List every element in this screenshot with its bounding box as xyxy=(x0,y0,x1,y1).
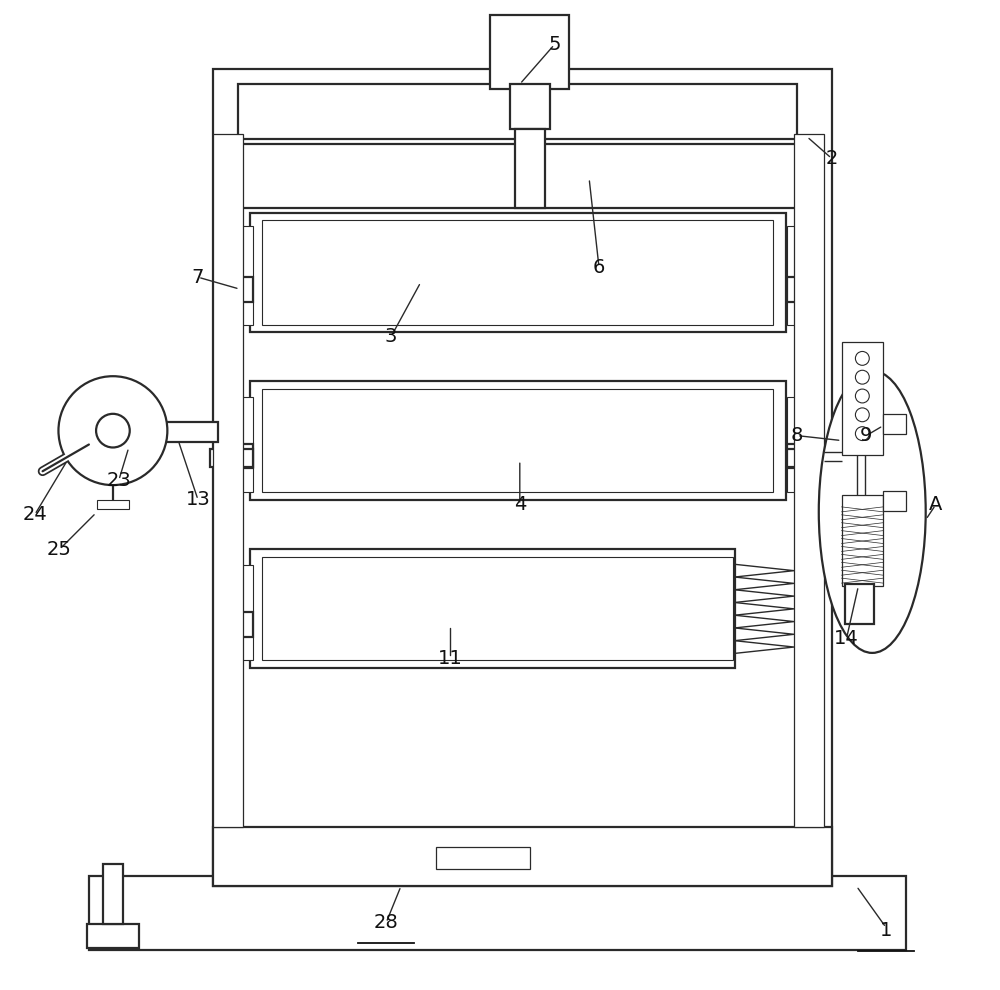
Text: 5: 5 xyxy=(548,35,561,54)
Text: 14: 14 xyxy=(834,629,859,648)
Bar xyxy=(213,69,832,886)
Text: 7: 7 xyxy=(192,267,204,287)
Text: 6: 6 xyxy=(593,257,605,277)
Circle shape xyxy=(58,376,167,485)
Bar xyxy=(238,84,797,139)
Text: 9: 9 xyxy=(860,426,872,446)
Bar xyxy=(240,397,252,492)
Circle shape xyxy=(855,408,869,422)
Bar xyxy=(231,444,252,468)
Bar xyxy=(250,549,735,668)
Bar xyxy=(213,827,832,886)
Bar xyxy=(238,144,797,208)
Bar xyxy=(231,612,252,637)
Bar xyxy=(794,134,824,827)
Bar xyxy=(787,277,809,302)
Circle shape xyxy=(855,370,869,384)
Bar xyxy=(262,389,773,492)
Bar xyxy=(883,491,906,511)
Bar xyxy=(250,213,786,332)
Circle shape xyxy=(855,351,869,365)
Bar xyxy=(210,449,252,467)
Bar xyxy=(89,876,906,950)
Text: 3: 3 xyxy=(385,327,397,346)
Text: A: A xyxy=(929,495,942,515)
Bar xyxy=(140,418,155,447)
Bar xyxy=(490,15,569,89)
Text: 4: 4 xyxy=(514,495,526,515)
Bar xyxy=(845,584,874,624)
Text: 24: 24 xyxy=(22,505,47,525)
Text: 1: 1 xyxy=(880,921,892,940)
Bar xyxy=(510,84,550,129)
Bar xyxy=(515,129,545,208)
Circle shape xyxy=(96,414,130,447)
Bar xyxy=(213,134,243,827)
Bar xyxy=(103,864,123,924)
Text: 25: 25 xyxy=(47,540,72,559)
Ellipse shape xyxy=(819,371,926,653)
Bar xyxy=(97,500,129,509)
Circle shape xyxy=(855,427,869,441)
Bar xyxy=(231,277,252,302)
Text: 2: 2 xyxy=(825,148,838,168)
Text: 23: 23 xyxy=(106,470,131,490)
Circle shape xyxy=(855,389,869,403)
Text: 11: 11 xyxy=(438,648,463,668)
Bar xyxy=(240,226,252,325)
Text: 8: 8 xyxy=(791,426,803,446)
Bar xyxy=(262,557,733,660)
Bar xyxy=(240,565,252,660)
Bar xyxy=(436,847,530,869)
Bar xyxy=(250,381,786,500)
Bar xyxy=(883,414,906,434)
Bar xyxy=(787,397,800,492)
Bar xyxy=(787,226,800,325)
Bar xyxy=(787,449,830,467)
Bar xyxy=(87,924,139,948)
Bar xyxy=(262,220,773,325)
Bar xyxy=(787,444,809,468)
Text: 28: 28 xyxy=(374,913,399,933)
Bar xyxy=(842,342,883,455)
Text: 13: 13 xyxy=(186,490,210,510)
Bar xyxy=(147,422,218,442)
Bar xyxy=(842,495,883,586)
